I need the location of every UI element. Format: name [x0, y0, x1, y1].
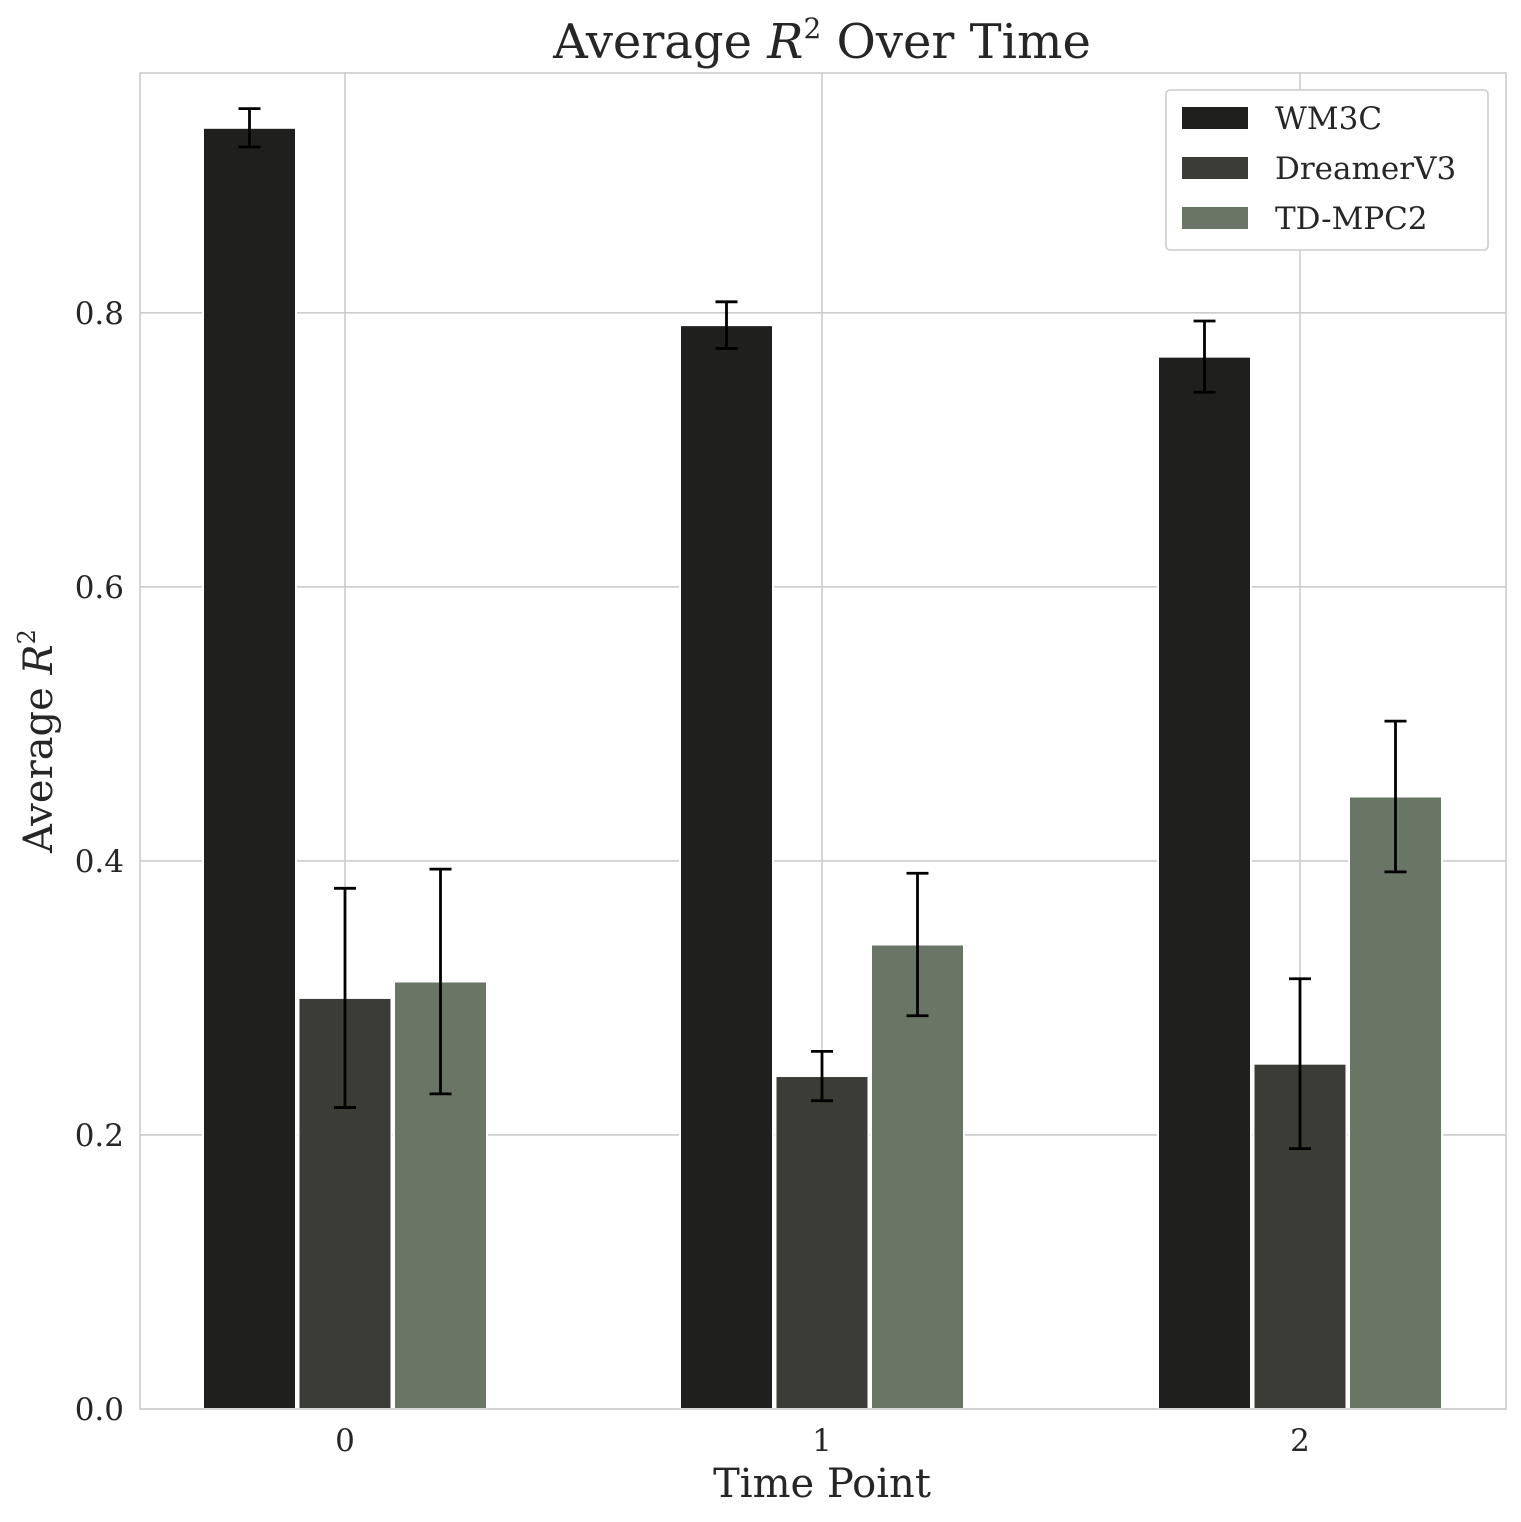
legend-swatch-wm3c	[1182, 107, 1248, 129]
title-suffix: Over Time	[821, 14, 1091, 70]
x-tick-label: 2	[1290, 1423, 1310, 1459]
bars	[202, 126, 1443, 1411]
error-bar-dreamerv3-1	[811, 1049, 833, 1103]
y-tick-label: 0.0	[75, 1392, 124, 1428]
title-math-symbol: R	[766, 14, 803, 70]
error-bar-wm3c-0	[238, 107, 261, 149]
x-axis-label: Time Point	[713, 1461, 931, 1507]
error-bars	[238, 107, 1407, 1151]
error-bar-wm3c-1	[715, 300, 738, 350]
x-tick-label: 0	[335, 1423, 355, 1459]
title-prefix: Average	[552, 14, 767, 70]
y-tick-label: 0.8	[75, 296, 124, 332]
y-tick-label: 0.6	[75, 570, 124, 606]
bar-wm3c-0	[202, 126, 297, 1410]
x-tick-label: 1	[812, 1423, 832, 1459]
error-bar-dreamerv3-0	[334, 886, 356, 1109]
title-superscript: 2	[803, 12, 821, 45]
bar-wm3c-2	[1157, 355, 1252, 1410]
y-axis-ticks: 0.0 0.2 0.4 0.6 0.8	[75, 296, 124, 1428]
legend-swatch-dreamerv3	[1182, 157, 1248, 179]
error-bar-td-mpc2-1	[906, 871, 929, 1018]
y-label-math-symbol: R	[16, 644, 62, 675]
bar-dreamerv3-0	[297, 996, 393, 1411]
y-axis-label: Average R2	[13, 629, 62, 854]
error-bar-td-mpc2-0	[429, 867, 452, 1096]
bar-dreamerv3-1	[774, 1075, 870, 1411]
y-tick-label: 0.2	[75, 1118, 124, 1154]
y-label-superscript: 2	[13, 629, 41, 644]
error-bar-dreamerv3-2	[1289, 977, 1311, 1151]
y-tick-label: 0.4	[75, 844, 124, 880]
y-label-prefix: Average	[16, 674, 62, 854]
legend-label-dreamerv3: DreamerV3	[1275, 151, 1456, 187]
legend-entries: WM3C DreamerV3 TD-MPC2	[1182, 101, 1456, 237]
error-bar-td-mpc2-2	[1384, 719, 1407, 874]
bar-td-mpc2-2	[1348, 795, 1443, 1410]
error-bar-wm3c-2	[1193, 319, 1216, 394]
legend-label-wm3c: WM3C	[1275, 101, 1382, 137]
plot-frame	[139, 72, 1507, 1410]
x-axis-ticks: 0 1 2	[335, 1423, 1310, 1459]
legend-label-td-mpc2: TD-MPC2	[1275, 201, 1428, 237]
bar-td-mpc2-1	[870, 943, 965, 1411]
bar-wm3c-1	[679, 324, 774, 1410]
legend: WM3C DreamerV3 TD-MPC2	[1165, 89, 1489, 251]
legend-swatch-td-mpc2	[1182, 207, 1248, 229]
chart-title: Average R2 Over Time	[552, 12, 1091, 70]
